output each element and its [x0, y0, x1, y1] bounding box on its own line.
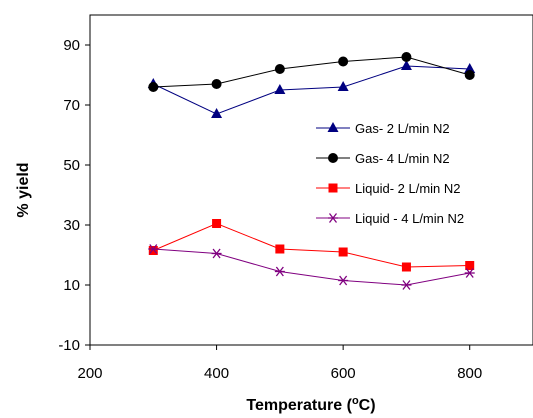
- data-point: [400, 60, 412, 70]
- y-tick-label: 30: [63, 217, 80, 234]
- data-point: [274, 266, 285, 277]
- data-point: [274, 84, 286, 94]
- data-point: [274, 64, 285, 74]
- legend-marker: [328, 153, 338, 163]
- legend-marker: [328, 213, 338, 223]
- legend-label: Liquid - 4 L/min N2: [355, 211, 464, 226]
- data-point: [401, 52, 412, 62]
- asterisk-stroke: [402, 280, 411, 290]
- data-point: [148, 82, 159, 92]
- x-axis-title-main: Temperature (: [246, 397, 352, 414]
- data-point: [148, 246, 158, 255]
- x-axis-title-unit: C): [359, 397, 376, 414]
- legend-item-1: Gas- 2 L/min N2: [316, 121, 450, 136]
- asterisk-stroke: [328, 213, 338, 223]
- data-point: [401, 262, 411, 272]
- legend-marker: [328, 183, 338, 193]
- asterisk-stroke: [465, 268, 474, 278]
- x-tick-label: 400: [204, 365, 229, 382]
- asterisk-stroke: [339, 275, 348, 286]
- data-point: [338, 275, 349, 286]
- y-axis: -10 10 30 50 70 90: [58, 37, 90, 354]
- y-tick-label: 90: [63, 37, 80, 54]
- y-tick-label: -10: [58, 337, 80, 354]
- legend-item-4: Liquid - 4 L/min N2: [316, 211, 464, 226]
- legend-label: Gas- 4 L/min N2: [355, 151, 450, 166]
- asterisk-stroke: [275, 266, 284, 277]
- data-point: [211, 248, 222, 259]
- plot-area: [89, 14, 533, 346]
- legend: Gas- 2 L/min N2 Gas- 4 L/min N2 Liquid- 2 …: [316, 121, 464, 226]
- legend-item-2: Gas- 4 L/min N2: [316, 151, 450, 166]
- asterisk-stroke: [212, 248, 221, 259]
- y-tick-label: 70: [63, 97, 80, 114]
- data-point: [148, 244, 159, 254]
- legend-item-3: Liquid- 2 L/min N2: [316, 181, 461, 196]
- legend-label: Liquid- 2 L/min N2: [355, 181, 461, 196]
- data-point: [211, 79, 222, 89]
- asterisk-stroke: [149, 244, 158, 254]
- series-line: [153, 222, 470, 268]
- series-layer: [147, 52, 476, 290]
- series-line: [153, 56, 470, 88]
- series-4: [148, 244, 475, 290]
- data-point: [275, 244, 285, 254]
- legend-marker: [327, 122, 339, 132]
- data-point: [338, 247, 348, 257]
- y-tick-label: 50: [63, 157, 80, 174]
- series-line: [153, 248, 470, 286]
- y-tick-label: 10: [63, 277, 80, 294]
- data-point: [211, 108, 223, 118]
- x-tick-label: 200: [77, 365, 102, 382]
- series-line: [153, 65, 470, 115]
- series-3: [148, 219, 475, 272]
- data-point: [338, 56, 349, 67]
- x-axis-title: Temperature (oC): [246, 395, 375, 414]
- data-point: [464, 70, 475, 80]
- x-axis: 200 400 600 800: [77, 345, 482, 382]
- legend-label: Gas- 2 L/min N2: [355, 121, 450, 136]
- series-2: [148, 52, 475, 92]
- data-point: [464, 268, 475, 278]
- x-axis-title-superscript: o: [352, 395, 359, 407]
- data-point: [465, 261, 475, 270]
- y-axis-title: % yield: [15, 162, 32, 217]
- data-point: [212, 219, 222, 228]
- data-point: [464, 63, 476, 73]
- data-point: [337, 81, 349, 91]
- data-point: [401, 280, 412, 290]
- x-tick-label: 600: [331, 365, 356, 382]
- x-tick-label: 800: [457, 365, 482, 382]
